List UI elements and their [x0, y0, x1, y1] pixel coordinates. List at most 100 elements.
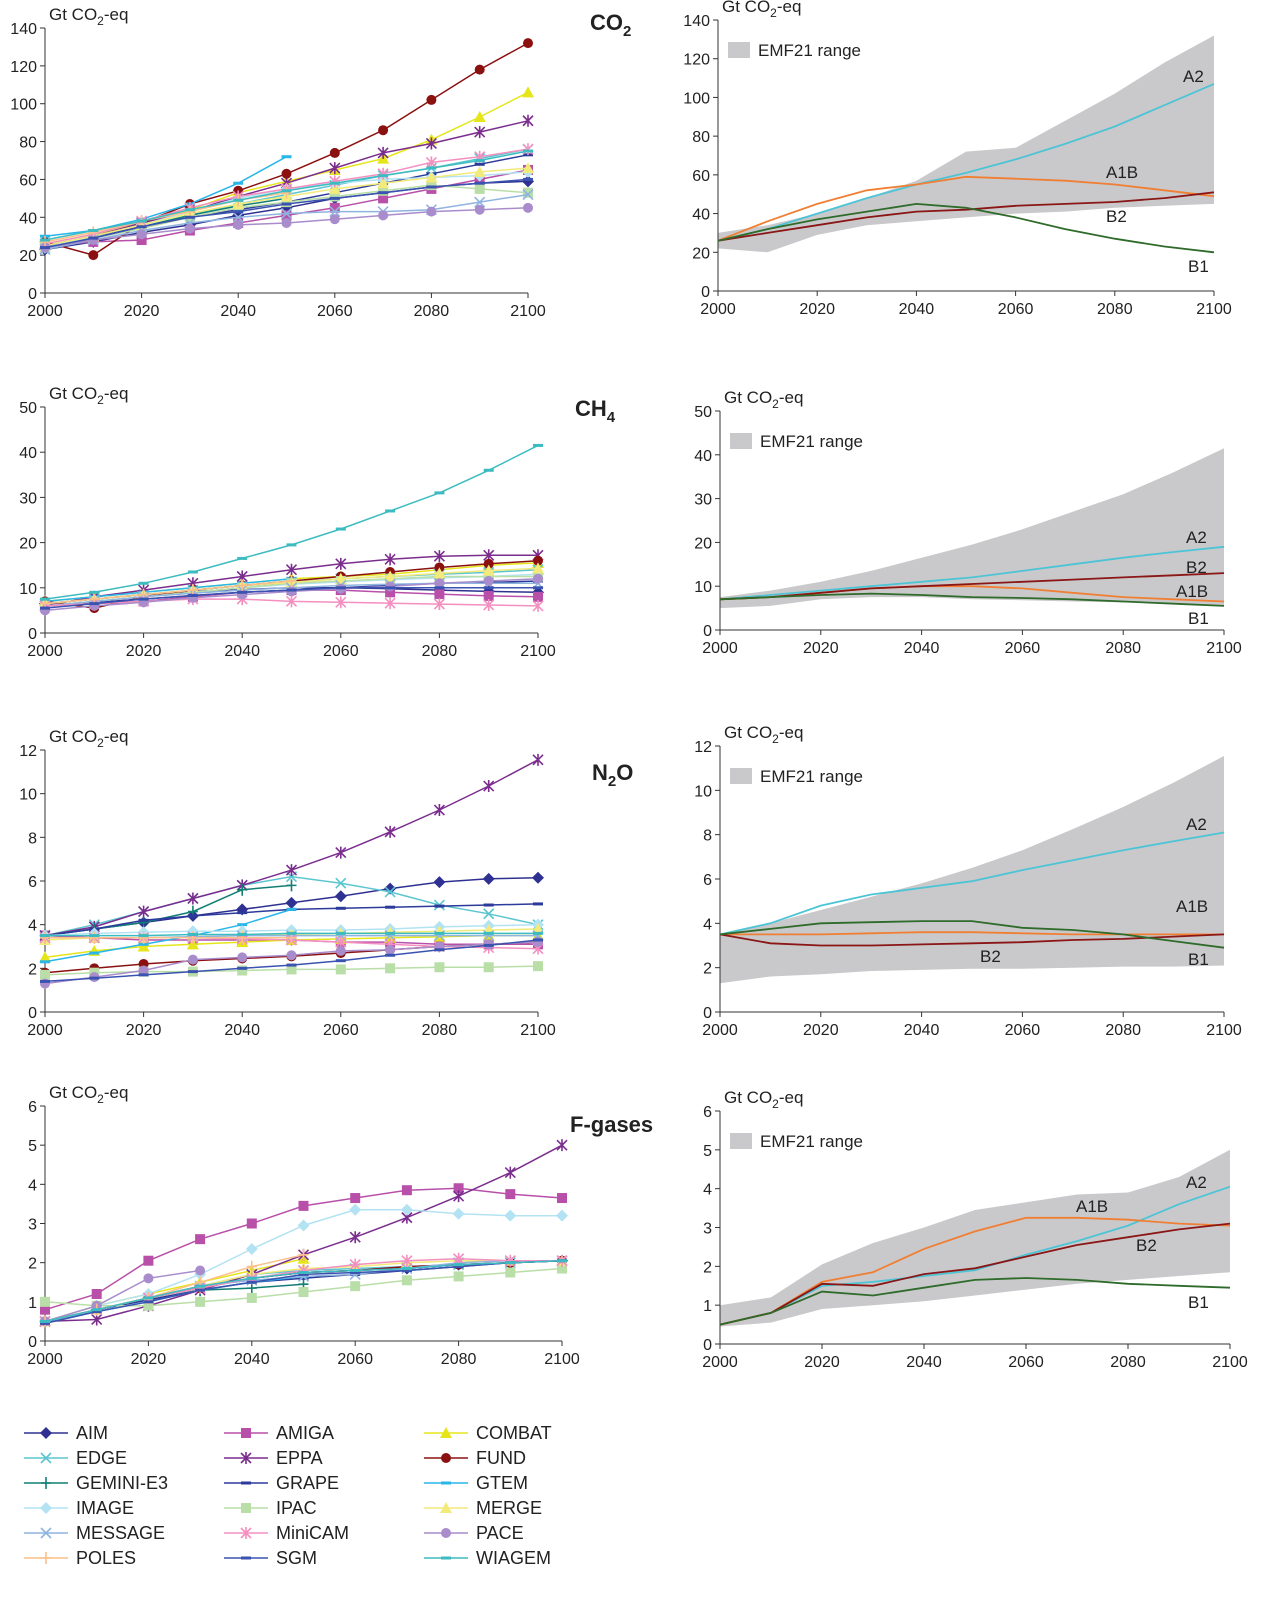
point-WIAGEM — [195, 1284, 206, 1288]
point-SGM — [350, 1270, 361, 1274]
y-tick-label: 4 — [28, 918, 37, 935]
legend-item-IMAGE: IMAGE — [24, 1498, 134, 1518]
scenario-label-B2: B2 — [1136, 1236, 1157, 1255]
point-SGM — [40, 606, 50, 610]
point-PACE — [233, 219, 244, 230]
y-tick-label: 80 — [692, 129, 710, 146]
y-tick-label: 8 — [28, 830, 37, 847]
series-B2: B2 — [719, 1222, 1231, 1326]
point-COMBAT — [137, 940, 150, 952]
y-tick-label: 0 — [28, 286, 37, 303]
y-tick-label: 4 — [28, 1177, 37, 1194]
point-SGM — [138, 597, 149, 601]
point-AMIGA — [401, 1185, 412, 1196]
point-AIM — [334, 890, 347, 903]
point-EPPA — [335, 557, 347, 570]
point-PACE — [533, 573, 543, 584]
x-tick-label: 2040 — [899, 301, 935, 318]
series-B1: B1 — [719, 920, 1225, 969]
y-axis-label: Gt CO2-eq — [724, 388, 803, 411]
point-POLES — [298, 1248, 309, 1261]
point-FUND — [523, 38, 533, 49]
point-EPPA — [384, 553, 396, 566]
point-MESSAGE — [280, 207, 293, 220]
x-tick-label: 2020 — [124, 303, 160, 320]
point-WIAGEM — [237, 932, 248, 936]
legend-item-GRAPE: GRAPE — [224, 1473, 339, 1493]
point-AIM — [482, 872, 495, 885]
point-MiniCAM — [425, 156, 437, 169]
point-EPPA — [433, 550, 445, 563]
point-GTEM — [40, 960, 50, 964]
series-AMIGA — [40, 1183, 567, 1315]
y-axis-label: Gt CO2-eq — [722, 0, 801, 20]
x-tick-label: 2080 — [422, 643, 458, 660]
range-legend-label: EMF21 range — [760, 432, 863, 451]
legend-label: SGM — [276, 1548, 317, 1568]
point-GRAPE — [474, 162, 485, 166]
point-IPAC — [246, 1292, 257, 1303]
point-SGM — [40, 1321, 50, 1325]
point-WIAGEM — [138, 581, 149, 585]
scenario-label-B1: B1 — [1188, 257, 1209, 276]
point-SGM — [385, 953, 396, 957]
x-tick-label: 2100 — [520, 643, 556, 660]
legend-label: AIM — [76, 1423, 108, 1443]
series-line-A2 — [719, 1185, 1231, 1326]
point-SGM — [286, 963, 297, 967]
fgas-models-chart: 0 1 2 3 4 5 6 2000 2020 2040 2060 2080 2100 Gt CO2-eq… — [27, 1083, 653, 1368]
scenario-label-B1: B1 — [1188, 1293, 1209, 1312]
series-line-B1 — [719, 920, 1225, 949]
series-line-A2 — [719, 831, 1225, 936]
series-A2: A2 — [719, 1173, 1231, 1326]
legend-marker — [441, 1481, 451, 1485]
point-IMAGE — [504, 1209, 517, 1222]
x-tick-label: 2100 — [1212, 1354, 1248, 1371]
point-IPAC — [401, 1275, 412, 1286]
range-legend-swatch — [730, 433, 752, 449]
point-WIAGEM — [286, 543, 297, 547]
gas-label: N2O — [592, 760, 633, 790]
y-tick-label: 40 — [19, 210, 37, 227]
y-tick-label: 6 — [703, 1104, 712, 1121]
legend-label: IPAC — [276, 1498, 317, 1518]
y-tick-label: 50 — [19, 400, 37, 417]
range-legend-label: EMF21 range — [758, 41, 861, 60]
x-tick-label: 2100 — [510, 303, 546, 320]
point-GRAPE — [533, 902, 543, 906]
point-WIAGEM — [378, 174, 389, 178]
point-WIAGEM — [187, 932, 198, 936]
point-EPPA — [433, 804, 445, 817]
point-EDGE — [384, 886, 396, 898]
legend-marker — [441, 1453, 451, 1463]
point-EPPA — [329, 162, 341, 175]
point-WIAGEM — [138, 934, 149, 938]
point-AMIGA — [505, 1189, 516, 1200]
point-PACE — [483, 576, 494, 587]
point-WIAGEM — [434, 491, 445, 495]
point-COMBAT — [186, 938, 199, 950]
x-tick-label: 2000 — [702, 1354, 738, 1371]
point-FUND — [378, 125, 389, 136]
x-tick-label: 2020 — [126, 1022, 162, 1039]
point-GRAPE — [434, 904, 445, 908]
y-tick-label: 10 — [19, 581, 37, 598]
y-tick-label: 1 — [28, 1295, 37, 1312]
point-EPPA — [453, 1190, 465, 1203]
point-MESSAGE — [329, 206, 341, 218]
point-GTEM — [286, 907, 297, 911]
legend-marker — [40, 1527, 52, 1539]
point-EDGE — [335, 877, 347, 889]
point-EDGE — [483, 908, 495, 920]
y-tick-label: 0 — [28, 1334, 37, 1351]
point-IMAGE — [349, 1203, 362, 1216]
point-EPPA — [349, 1231, 361, 1244]
point-SGM — [237, 966, 248, 970]
point-SGM — [187, 593, 198, 597]
point-COMBAT — [39, 951, 51, 963]
point-MiniCAM — [384, 597, 396, 610]
y-tick-label: 2 — [703, 961, 712, 978]
y-tick-label: 2 — [703, 1259, 712, 1276]
point-SGM — [483, 943, 494, 947]
